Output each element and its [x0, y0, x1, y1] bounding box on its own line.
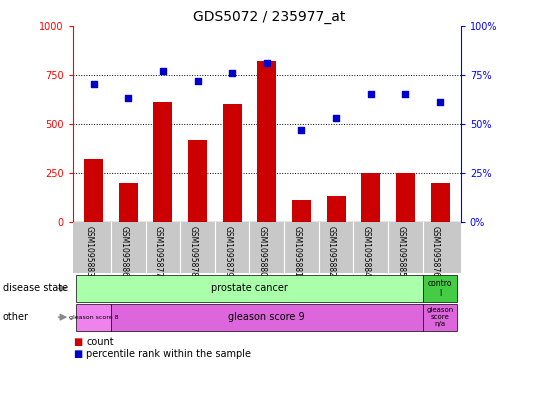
Text: GSM1095884: GSM1095884	[362, 226, 371, 277]
Text: GSM1095876: GSM1095876	[431, 226, 440, 277]
Text: GSM1095883: GSM1095883	[85, 226, 94, 277]
Text: prostate cancer: prostate cancer	[211, 283, 288, 294]
Bar	[223, 104, 241, 222]
Bar	[76, 275, 423, 302]
Point	[89, 81, 98, 88]
Text: GDS5072 / 235977_at: GDS5072 / 235977_at	[194, 10, 345, 24]
Text: gleason score 8: gleason score 8	[69, 315, 118, 320]
Text: ■: ■	[73, 337, 82, 347]
Bar	[188, 140, 207, 222]
Text: contro
l: contro l	[428, 279, 452, 298]
Text: GSM1095882: GSM1095882	[327, 226, 336, 277]
Text: GSM1095879: GSM1095879	[223, 226, 232, 277]
Text: GSM1095877: GSM1095877	[154, 226, 163, 277]
Point	[367, 91, 375, 97]
Text: GSM1095886: GSM1095886	[119, 226, 128, 277]
Point	[228, 70, 237, 76]
Point	[401, 91, 410, 97]
Bar	[76, 304, 111, 331]
Text: disease state: disease state	[3, 283, 68, 294]
Text: gleason
score
n/a: gleason score n/a	[426, 307, 454, 327]
Point	[332, 115, 341, 121]
Text: GSM1095878: GSM1095878	[189, 226, 197, 277]
Bar	[84, 159, 103, 222]
Point	[193, 77, 202, 84]
Text: GSM1095881: GSM1095881	[293, 226, 301, 277]
Text: count: count	[86, 337, 114, 347]
Bar	[396, 173, 415, 222]
Bar	[119, 183, 138, 222]
Text: ■: ■	[73, 349, 82, 359]
Bar	[111, 304, 423, 331]
Point	[124, 95, 133, 101]
Bar	[431, 183, 450, 222]
Text: GSM1095885: GSM1095885	[396, 226, 405, 277]
Bar	[361, 173, 381, 222]
Text: other: other	[3, 312, 29, 322]
Point	[436, 99, 444, 105]
Bar	[292, 200, 311, 222]
Point	[158, 68, 167, 74]
Text: gleason score 9: gleason score 9	[229, 312, 305, 322]
Bar	[257, 61, 277, 222]
Bar	[423, 275, 458, 302]
Bar	[423, 304, 458, 331]
Text: GSM1095880: GSM1095880	[258, 226, 267, 277]
Point	[297, 127, 306, 133]
Bar	[153, 102, 172, 222]
Text: percentile rank within the sample: percentile rank within the sample	[86, 349, 251, 359]
Bar	[327, 196, 345, 222]
Point	[262, 60, 271, 66]
